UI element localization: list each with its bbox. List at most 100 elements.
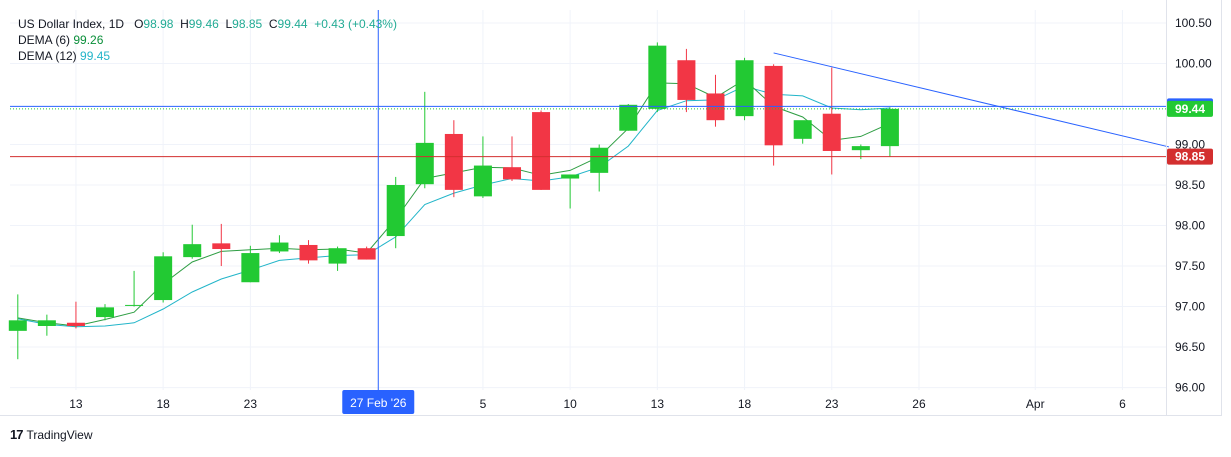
low-price-badge: 98.85 xyxy=(1167,148,1213,165)
close-value: 99.44 xyxy=(277,17,308,31)
candle-body xyxy=(96,307,115,318)
x-tick-label: 18 xyxy=(156,397,170,411)
candle-body xyxy=(386,185,405,237)
candle xyxy=(125,270,144,307)
candle xyxy=(154,252,173,303)
candle-body xyxy=(532,112,551,190)
candle-body xyxy=(851,146,870,151)
axes: 100.50 100.00 99.00 98.50 98.00 97.50 97.00 96.… xyxy=(0,0,1222,416)
candle-body xyxy=(212,243,231,250)
y-tick-label: 100.00 xyxy=(1175,56,1212,70)
dema6-row[interactable]: DEMA (6) 99.26 xyxy=(18,32,397,48)
candle xyxy=(677,48,696,113)
candle xyxy=(96,304,115,321)
candle-body xyxy=(241,253,260,283)
candle-body xyxy=(444,133,463,190)
x-tick-label: 23 xyxy=(825,397,839,411)
candle xyxy=(532,110,551,190)
x-tick-label: 26 xyxy=(912,397,926,411)
candle xyxy=(590,144,609,192)
candle-body xyxy=(357,248,376,260)
x-tick-label: 23 xyxy=(244,397,258,411)
y-tick-label: 98.00 xyxy=(1175,219,1205,233)
candle-body xyxy=(735,60,754,117)
x-tick-label: Apr xyxy=(1026,397,1045,411)
y-tick-label: 96.00 xyxy=(1175,381,1205,395)
candle-body xyxy=(590,147,609,173)
symbol-label[interactable]: US Dollar Index, 1D xyxy=(18,17,125,31)
candle-body xyxy=(619,104,638,131)
x-tick-label: 13 xyxy=(651,397,665,411)
tradingview-logo-icon: 17 xyxy=(10,427,24,442)
trend-line xyxy=(773,52,1170,148)
candles xyxy=(8,42,899,360)
candle xyxy=(648,42,667,113)
y-tick-label: 97.50 xyxy=(1175,259,1205,273)
candle xyxy=(241,245,260,283)
candle xyxy=(444,120,463,198)
candle xyxy=(66,301,85,329)
open-value: 98.98 xyxy=(143,17,174,31)
candle-body xyxy=(793,120,812,139)
candle xyxy=(299,240,318,264)
low-label: L xyxy=(225,17,233,31)
y-tick-label: 97.00 xyxy=(1175,300,1205,314)
candle-body xyxy=(125,304,144,306)
candle-body xyxy=(328,248,347,264)
candle xyxy=(561,174,580,209)
x-tick-label: 10 xyxy=(563,397,577,411)
x-tick-label: 13 xyxy=(69,397,83,411)
candle-body xyxy=(154,256,173,301)
candle-body xyxy=(648,45,667,109)
last-price-badge-bg xyxy=(1167,100,1213,117)
last-price-badge-text: 99.44 xyxy=(1175,102,1205,116)
candle xyxy=(328,246,347,271)
overlays xyxy=(10,10,1170,390)
candle-body xyxy=(37,320,56,326)
candle-body xyxy=(880,108,899,147)
brand-name: TradingView xyxy=(26,427,93,442)
candle-body xyxy=(415,142,434,185)
candle xyxy=(357,246,376,260)
high-value: 99.46 xyxy=(188,17,219,31)
candle-body xyxy=(299,244,318,261)
low-price-badge-text: 98.85 xyxy=(1175,150,1205,164)
candle xyxy=(8,294,27,360)
dema6-label: DEMA (6) xyxy=(18,33,71,47)
open-label: O xyxy=(134,17,144,31)
dema12-row[interactable]: DEMA (12) 99.45 xyxy=(18,48,397,64)
dema6-value: 99.26 xyxy=(73,33,104,47)
x-tick-label: 6 xyxy=(1119,397,1126,411)
grid xyxy=(10,10,1166,390)
high-label: H xyxy=(180,17,189,31)
candle-body xyxy=(764,65,783,146)
tradingview-brand[interactable]: 17 TradingView xyxy=(10,427,93,442)
crosshair-date-badge: 27 Feb '26 xyxy=(342,390,415,414)
change-value: +0.43 (+0.43%) xyxy=(314,17,397,31)
crosshair-date-badge-bg xyxy=(342,390,415,414)
x-tick-label: 5 xyxy=(480,397,487,411)
candle xyxy=(735,57,754,121)
candle xyxy=(212,223,231,267)
candle-body xyxy=(8,320,27,331)
close-label: C xyxy=(268,17,278,31)
x-tick-label: 18 xyxy=(738,397,752,411)
candle-body xyxy=(822,113,841,151)
candle-body xyxy=(502,167,521,180)
dema12-value: 99.45 xyxy=(80,49,111,63)
candle-body xyxy=(270,242,289,252)
candle xyxy=(415,91,434,189)
candle xyxy=(793,120,812,144)
candle xyxy=(37,314,56,336)
candle-body xyxy=(473,165,492,197)
last-price-badge: 99.44 xyxy=(1167,100,1213,117)
y-tick-label: 99.00 xyxy=(1175,137,1205,151)
candle-body xyxy=(677,60,696,100)
candle-body xyxy=(183,244,202,258)
crosshair-date-text: 27 Feb '26 xyxy=(350,396,407,410)
candle xyxy=(619,103,638,131)
candle xyxy=(502,136,521,181)
y-tick-label: 100.50 xyxy=(1175,16,1212,30)
